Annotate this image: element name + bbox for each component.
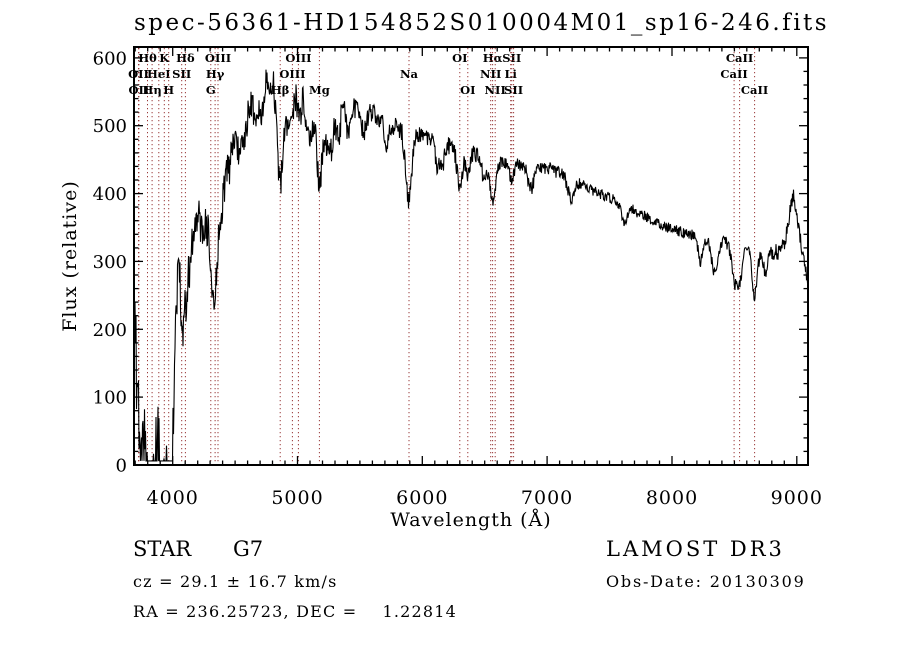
spectral-line-label: OIII xyxy=(279,67,305,81)
spectral-line-label: Hβ xyxy=(271,83,290,97)
spectral-line-label: CaII xyxy=(720,67,747,81)
spectral-line-label: OIII xyxy=(205,51,231,65)
spectral-line-label: Hα xyxy=(483,51,503,65)
spectral-line-label: SII xyxy=(502,51,521,65)
x-axis-tick-label: 5000 xyxy=(271,487,323,509)
survey-release: LAMOST DR3 xyxy=(606,537,785,561)
spectral-line-label: H xyxy=(163,83,174,97)
y-axis-label: Flux (relative) xyxy=(59,180,81,332)
spectral-line-label: NII xyxy=(480,67,501,81)
y-axis-tick-label: 500 xyxy=(93,116,127,137)
spectral-line-label: Hθ xyxy=(138,51,157,65)
x-axis-label: Wavelength (Å) xyxy=(390,509,552,531)
spectral-line-label: SII xyxy=(172,67,191,81)
plot-frame xyxy=(133,46,809,466)
spectral-line-label: Li xyxy=(504,67,517,81)
radial-velocity: cz = 29.1 ± 16.7 km/s xyxy=(133,572,338,591)
x-axis-tick-label: 6000 xyxy=(396,487,448,509)
spectral-line-label: G xyxy=(206,83,216,97)
object-subclass: G7 xyxy=(233,537,264,561)
y-axis-tick-label: 600 xyxy=(93,48,127,69)
y-axis-tick-label: 400 xyxy=(93,184,127,205)
x-axis-tick-label: 4000 xyxy=(147,487,199,509)
spectral-line-label: NII xyxy=(485,83,506,97)
plot-title: spec-56361-HD154852S010004M01_sp16-246.f… xyxy=(134,10,830,36)
axis-ticks xyxy=(134,47,808,466)
spectral-line-label: SII xyxy=(504,83,523,97)
y-axis-tick-label: 300 xyxy=(93,252,127,273)
object-class: STAR xyxy=(133,537,192,561)
ra-dec-coordinates: RA = 236.25723, DEC = 1.22814 xyxy=(133,602,458,621)
observation-date: Obs-Date: 20130309 xyxy=(606,572,806,591)
spectral-line-label: OIII xyxy=(285,51,311,65)
y-axis-tick-label: 0 xyxy=(116,456,127,477)
x-axis-tick-label: 7000 xyxy=(521,487,573,509)
spectral-line-label: CaII xyxy=(741,83,768,97)
spectral-line-label: HeI xyxy=(147,67,171,81)
spectral-line-label: OI xyxy=(452,51,467,65)
y-axis-tick-label: 200 xyxy=(93,320,127,341)
spectral-line-label: Hγ xyxy=(206,67,225,81)
spectral-line-label: Hη xyxy=(142,83,161,97)
spectral-line-label: K xyxy=(159,51,170,65)
x-axis-tick-label: 9000 xyxy=(771,487,823,509)
spectral-line-label: Na xyxy=(400,67,419,81)
y-axis-tick-label: 100 xyxy=(93,388,127,409)
spectral-line-label: Mg xyxy=(309,83,330,97)
spectral-line-label: CaII xyxy=(726,51,753,65)
spectral-line-label: Hδ xyxy=(176,51,195,65)
x-axis-tick-label: 8000 xyxy=(646,487,698,509)
spectrum-line xyxy=(134,69,808,462)
spectral-line-label: OI xyxy=(460,83,475,97)
